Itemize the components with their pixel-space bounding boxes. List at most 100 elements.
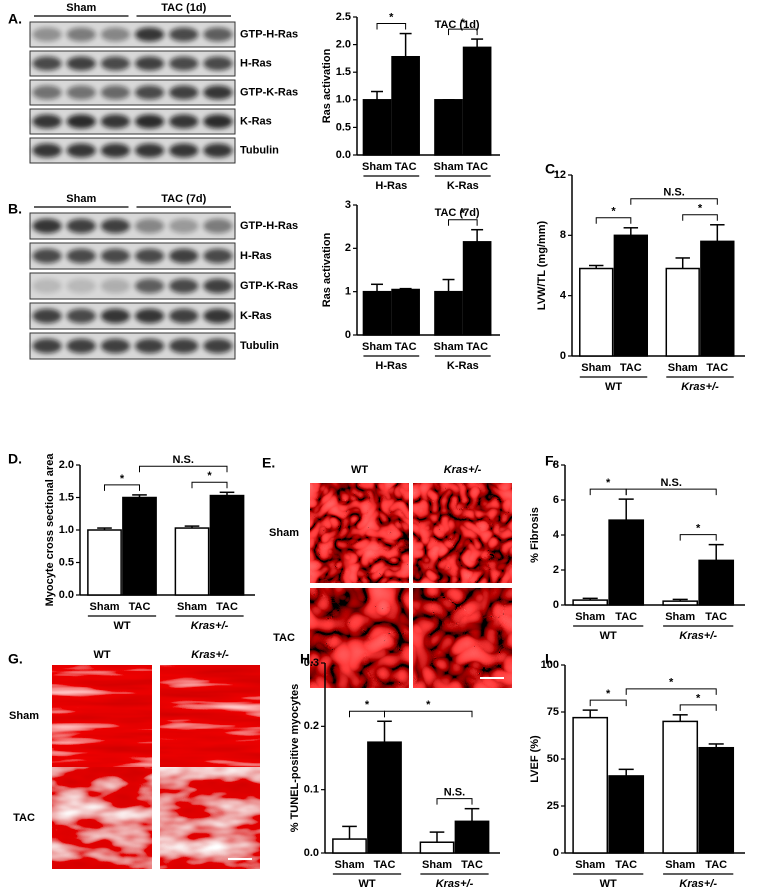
blot-band xyxy=(32,143,62,158)
blot-band xyxy=(32,27,62,42)
y-tick-label: 0 xyxy=(553,599,559,611)
bar xyxy=(572,716,609,854)
x-tick-label: Sham xyxy=(665,611,695,623)
y-tick-label: 0.3 xyxy=(304,657,319,669)
bar xyxy=(698,559,735,606)
y-tick-label: 2 xyxy=(553,564,559,576)
x-tick-label: Sham xyxy=(177,601,207,613)
blot-band xyxy=(134,114,165,129)
blot-band xyxy=(169,338,199,354)
blot-band xyxy=(66,56,96,71)
blot-band xyxy=(203,56,233,71)
y-tick-label: 1 xyxy=(345,286,351,298)
y-tick-label: 4 xyxy=(560,290,567,302)
significance-label: * xyxy=(461,208,466,220)
bar xyxy=(122,496,157,596)
blot-band xyxy=(32,218,62,234)
blot-band xyxy=(203,278,233,294)
blot-row-label: GTP-K-Ras xyxy=(240,86,298,98)
blot-band xyxy=(169,308,199,324)
blot-band xyxy=(203,218,233,234)
bar xyxy=(662,720,699,854)
significance-label: * xyxy=(120,473,125,485)
x-tick-label: Sham xyxy=(434,161,464,173)
blot-band xyxy=(100,338,131,354)
significance-label: N.S. xyxy=(173,454,194,466)
x-tick-label: TAC xyxy=(615,859,637,871)
bar xyxy=(391,288,420,336)
x-tick-label: Sham xyxy=(665,859,695,871)
blot-row-label: Tubulin xyxy=(240,340,279,352)
blot-band xyxy=(100,143,131,158)
blot-band xyxy=(203,27,233,42)
y-tick-label: 1.5 xyxy=(336,66,351,78)
significance-label: * xyxy=(696,693,701,705)
significance-label: * xyxy=(389,11,394,23)
group-label: Kras+/- xyxy=(679,630,717,642)
blot-row-label: GTP-H-Ras xyxy=(240,28,298,40)
blot-band xyxy=(169,85,199,100)
blot-band xyxy=(100,27,131,42)
y-tick-label: 0.2 xyxy=(304,720,319,732)
blot-strip xyxy=(29,272,236,300)
blot-band xyxy=(100,278,131,294)
significance-label: * xyxy=(698,203,703,215)
blot-strip xyxy=(29,108,236,135)
bar xyxy=(391,55,420,156)
panel-letter: B. xyxy=(8,201,22,217)
blot-band xyxy=(32,338,62,354)
x-tick-label: TAC xyxy=(395,161,417,173)
significance-bracket xyxy=(448,219,478,226)
significance-label: N.S. xyxy=(444,787,465,799)
y-tick-label: 1.0 xyxy=(59,524,74,536)
group-label: WT xyxy=(358,878,375,890)
y-tick-label: 2.5 xyxy=(336,11,351,23)
blot-band xyxy=(100,218,131,234)
blot-band xyxy=(32,56,62,71)
blot-band xyxy=(66,278,96,294)
blot-group-label: TAC (7d) xyxy=(161,193,206,205)
y-axis-label: % TUNEL-positive myocytes xyxy=(289,684,301,833)
y-tick-label: 0.0 xyxy=(304,847,319,859)
y-tick-label: 6 xyxy=(553,494,559,506)
x-tick-label: Sham xyxy=(422,859,452,871)
blot-band xyxy=(66,27,96,42)
blot-strip xyxy=(29,21,236,48)
bar xyxy=(367,741,402,854)
blot-band xyxy=(66,85,96,100)
bar xyxy=(87,529,122,596)
y-tick-label: 4 xyxy=(553,529,560,541)
blot-band xyxy=(169,278,199,294)
blot-strip xyxy=(29,212,236,240)
x-tick-label: Sham xyxy=(434,341,464,353)
bar xyxy=(579,267,614,357)
annotation: TAC (7d) xyxy=(435,207,480,219)
blot-row-label: GTP-H-Ras xyxy=(240,220,298,232)
micrograph xyxy=(413,483,512,583)
blot-strip xyxy=(29,302,236,330)
bar xyxy=(698,746,735,854)
group-label: Kras+/- xyxy=(679,878,717,890)
significance-label: * xyxy=(426,699,431,711)
bar xyxy=(454,820,490,854)
y-tick-label: 0.0 xyxy=(59,589,74,601)
image-row-label: TAC xyxy=(273,632,295,644)
significance-label: * xyxy=(669,677,674,689)
x-tick-label: TAC xyxy=(466,341,488,353)
bar xyxy=(665,267,700,357)
significance-bracket xyxy=(104,484,140,491)
bar xyxy=(419,841,455,854)
significance-label: * xyxy=(606,688,611,700)
x-tick-label: TAC xyxy=(615,611,637,623)
y-axis-label: % Fibrosis xyxy=(529,507,541,563)
x-tick-label: Sham xyxy=(575,611,605,623)
bar xyxy=(608,775,645,854)
blot-band xyxy=(66,218,96,234)
blot-band xyxy=(169,56,199,71)
panel-letter: D. xyxy=(8,451,22,467)
blot-band xyxy=(134,308,165,324)
significance-bracket xyxy=(376,23,407,30)
group-label: WT xyxy=(605,381,622,393)
bar xyxy=(362,290,392,336)
blot-band xyxy=(169,218,199,234)
